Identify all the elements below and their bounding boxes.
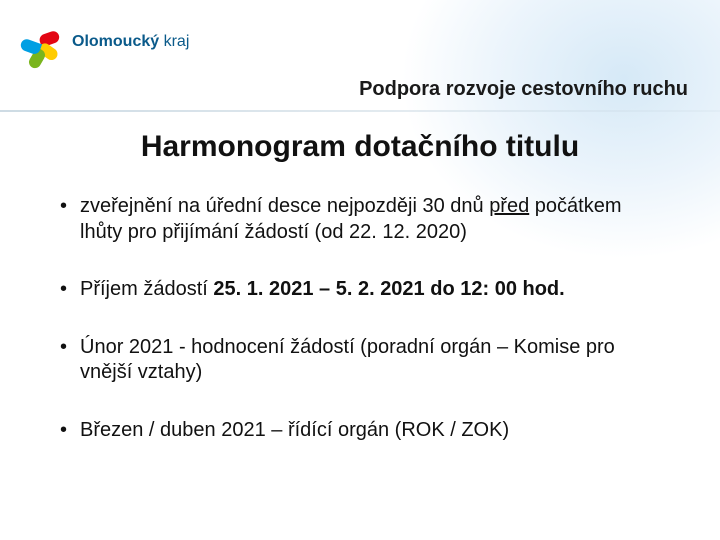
- bullet-item: Březen / duben 2021 – řídící orgán (ROK …: [56, 418, 664, 444]
- bullet-text: Únor 2021 - hodnocení žádostí (poradní o…: [80, 336, 615, 384]
- logo: Olomoucký kraj: [18, 18, 189, 66]
- bullet-list: zveřejnění na úřední desce nejpozději 30…: [56, 194, 664, 444]
- bullet-text: Příjem žádostí: [80, 278, 213, 300]
- bullet-item: zveřejnění na úřední desce nejpozději 30…: [56, 194, 664, 245]
- header-title: Podpora rozvoje cestovního ruchu: [359, 78, 688, 101]
- bullet-item: Únor 2021 - hodnocení žádostí (poradní o…: [56, 335, 664, 386]
- logo-text-bold: Olomoucký: [72, 33, 159, 50]
- logo-text: Olomoucký kraj: [72, 33, 189, 51]
- slide-content: Harmonogram dotačního titulu zveřejnění …: [0, 112, 720, 444]
- bullet-text: zveřejnění na úřední desce nejpozději 30…: [80, 195, 489, 217]
- logo-petals: [18, 18, 66, 66]
- main-heading: Harmonogram dotačního titulu: [56, 130, 664, 164]
- slide-header: Olomoucký kraj Podpora rozvoje cestovníh…: [0, 0, 720, 112]
- bullet-text: před: [489, 195, 529, 217]
- bullet-item: Příjem žádostí 25. 1. 2021 – 5. 2. 2021 …: [56, 277, 664, 303]
- bullet-text: Březen / duben 2021 – řídící orgán (ROK …: [80, 419, 509, 441]
- logo-text-thin: kraj: [159, 33, 189, 50]
- bullet-text: 25. 1. 2021 – 5. 2. 2021 do 12: 00 hod.: [213, 278, 564, 300]
